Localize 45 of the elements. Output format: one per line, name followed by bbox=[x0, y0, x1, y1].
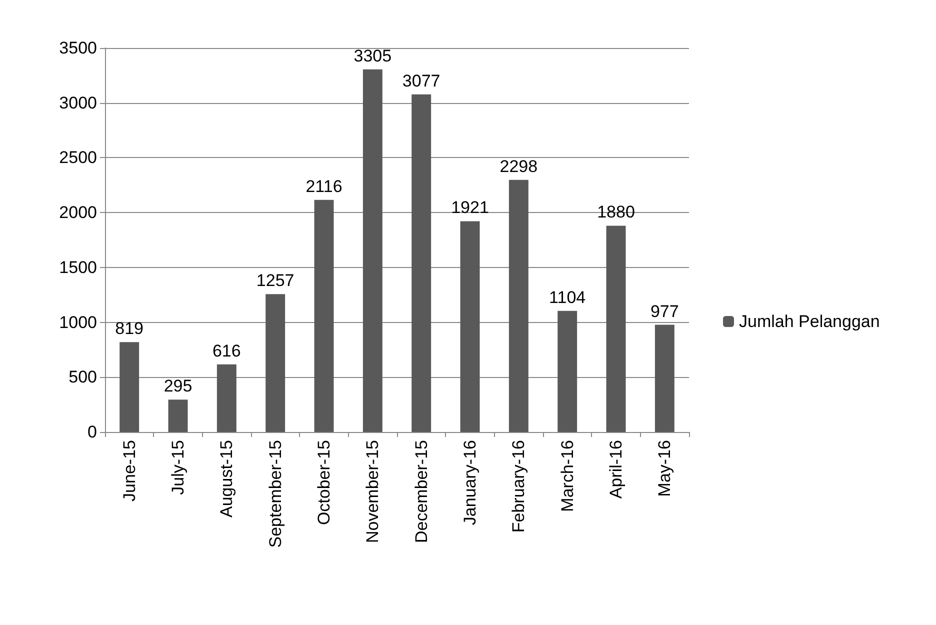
bar bbox=[168, 400, 188, 432]
x-tick-label: February-16 bbox=[509, 440, 528, 533]
data-label: 1257 bbox=[256, 271, 294, 290]
x-tick-label: December-15 bbox=[412, 440, 431, 543]
data-label: 977 bbox=[650, 302, 679, 321]
y-tick-label: 500 bbox=[68, 368, 97, 387]
bar bbox=[266, 294, 286, 432]
y-tick-label: 0 bbox=[88, 422, 97, 442]
data-label: 1104 bbox=[549, 288, 586, 307]
data-label: 2298 bbox=[500, 156, 538, 176]
bar bbox=[558, 310, 578, 432]
data-label: 3305 bbox=[354, 46, 392, 66]
data-label: 616 bbox=[212, 341, 241, 360]
x-tick-label: January-16 bbox=[460, 440, 480, 526]
x-tick-label: April-16 bbox=[606, 440, 626, 499]
bar bbox=[460, 221, 480, 432]
x-tick-label: June-15 bbox=[120, 440, 139, 502]
x-tick-label: November-15 bbox=[363, 440, 382, 543]
data-label: 2116 bbox=[306, 176, 342, 196]
bar bbox=[654, 324, 674, 432]
data-label: 295 bbox=[164, 376, 192, 396]
bar bbox=[314, 200, 334, 432]
x-tick-label: July-15 bbox=[168, 440, 188, 495]
bar bbox=[606, 226, 626, 432]
y-tick-label: 2000 bbox=[59, 203, 97, 222]
bar bbox=[216, 364, 236, 432]
x-tick-label: March-16 bbox=[558, 440, 577, 512]
x-tick-label: October-15 bbox=[314, 440, 334, 526]
data-label: 3077 bbox=[402, 71, 440, 90]
y-tick-label: 3500 bbox=[59, 38, 97, 58]
y-tick-label: 1500 bbox=[59, 258, 97, 277]
bar bbox=[508, 180, 528, 432]
y-tick-label: 3000 bbox=[59, 93, 97, 112]
data-label: 1880 bbox=[597, 202, 635, 222]
data-label: 819 bbox=[115, 319, 144, 338]
legend-label: Jumlah Pelanggan bbox=[739, 312, 880, 331]
x-tick-label: August-15 bbox=[217, 440, 236, 518]
bar bbox=[362, 69, 382, 432]
x-tick-label: September-15 bbox=[266, 440, 285, 548]
y-tick-label: 2500 bbox=[59, 148, 97, 168]
x-tick-label: May-16 bbox=[655, 440, 674, 497]
bar bbox=[120, 342, 140, 432]
bar bbox=[412, 94, 432, 432]
y-tick-label: 1000 bbox=[59, 312, 97, 332]
data-label: 1921 bbox=[451, 198, 489, 218]
